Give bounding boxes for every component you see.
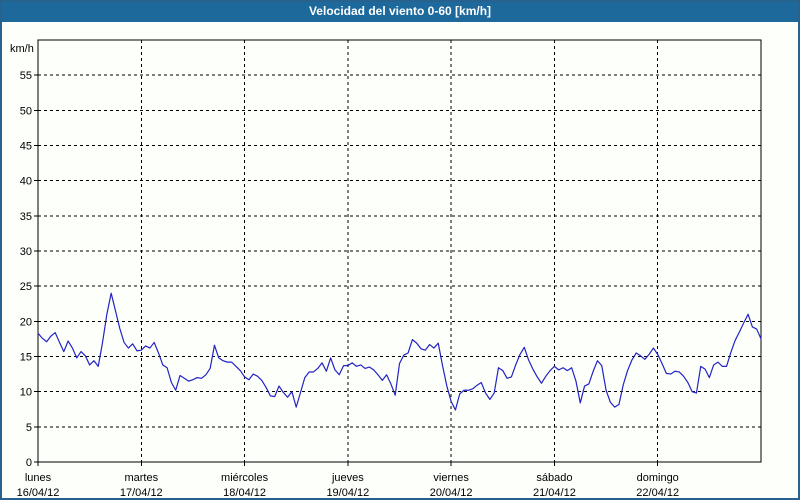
x-axis-date-label: 17/04/12 bbox=[120, 487, 163, 499]
window-title-bar: Velocidad del viento 0-60 [km/h] bbox=[2, 2, 798, 22]
y-axis-tick-label: 35 bbox=[20, 211, 32, 223]
y-axis-tick-label: 50 bbox=[20, 105, 32, 117]
y-axis-tick-label: 30 bbox=[20, 246, 32, 258]
y-axis-tick-label: 45 bbox=[20, 141, 32, 153]
y-axis-unit-label: km/h bbox=[10, 43, 34, 55]
chart-title: Velocidad del viento 0-60 [km/h] bbox=[308, 4, 492, 18]
y-axis-tick-label: 10 bbox=[20, 387, 32, 399]
y-axis-tick-label: 5 bbox=[26, 422, 32, 434]
y-axis-tick-label: 0 bbox=[26, 457, 32, 469]
x-axis-date-label: 19/04/12 bbox=[326, 487, 369, 499]
y-axis-tick-label: 25 bbox=[20, 281, 32, 293]
x-axis-day-label: domingo bbox=[637, 472, 679, 484]
x-axis-date-label: 20/04/12 bbox=[430, 487, 473, 499]
x-axis-date-label: 21/04/12 bbox=[533, 487, 576, 499]
y-axis-tick-label: 55 bbox=[20, 70, 32, 82]
x-axis-date-label: 22/04/12 bbox=[636, 487, 679, 499]
x-axis-date-label: 18/04/12 bbox=[223, 487, 266, 499]
x-axis-day-label: viernes bbox=[433, 472, 469, 484]
x-axis-date-label: 16/04/12 bbox=[17, 487, 60, 499]
y-axis-tick-label: 20 bbox=[20, 316, 32, 328]
y-axis-tick-label: 40 bbox=[20, 176, 32, 188]
x-axis-day-label: miércoles bbox=[221, 472, 269, 484]
x-axis-day-label: lunes bbox=[25, 472, 52, 484]
x-axis-day-label: sábado bbox=[536, 472, 572, 484]
y-axis-tick-label: 15 bbox=[20, 352, 32, 364]
x-axis-day-label: martes bbox=[124, 472, 158, 484]
wind-speed-line bbox=[37, 292, 762, 411]
x-axis-day-label: jueves bbox=[331, 472, 364, 484]
